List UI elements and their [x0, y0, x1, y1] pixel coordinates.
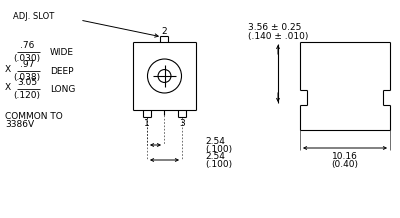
Text: .97: .97 [20, 60, 34, 69]
Text: X: X [5, 83, 11, 92]
Text: (.100): (.100) [205, 160, 232, 169]
Text: (.120): (.120) [14, 91, 40, 100]
Text: (.140 ± .010): (.140 ± .010) [248, 31, 308, 41]
Text: 1: 1 [144, 119, 150, 128]
Text: 2.54: 2.54 [205, 152, 225, 160]
Text: (.100): (.100) [205, 145, 232, 153]
Text: WIDE: WIDE [50, 48, 74, 56]
Text: 3.56 ± 0.25: 3.56 ± 0.25 [248, 24, 301, 32]
Text: 2: 2 [161, 27, 167, 36]
Text: LONG: LONG [50, 85, 75, 94]
Text: (.038): (.038) [14, 73, 40, 82]
Text: 2.54: 2.54 [205, 136, 225, 145]
Text: 3386V: 3386V [5, 120, 34, 129]
Text: DEEP: DEEP [50, 66, 74, 75]
Text: .76: .76 [20, 41, 34, 50]
Text: 10.16: 10.16 [332, 152, 358, 160]
Text: COMMON TO: COMMON TO [5, 112, 63, 121]
Text: (.030): (.030) [14, 54, 40, 63]
Text: 3: 3 [179, 119, 185, 128]
Text: X: X [5, 65, 11, 74]
Text: ADJ. SLOT: ADJ. SLOT [13, 12, 54, 21]
Text: 3.05: 3.05 [17, 78, 37, 87]
Text: (0.40): (0.40) [332, 160, 358, 169]
